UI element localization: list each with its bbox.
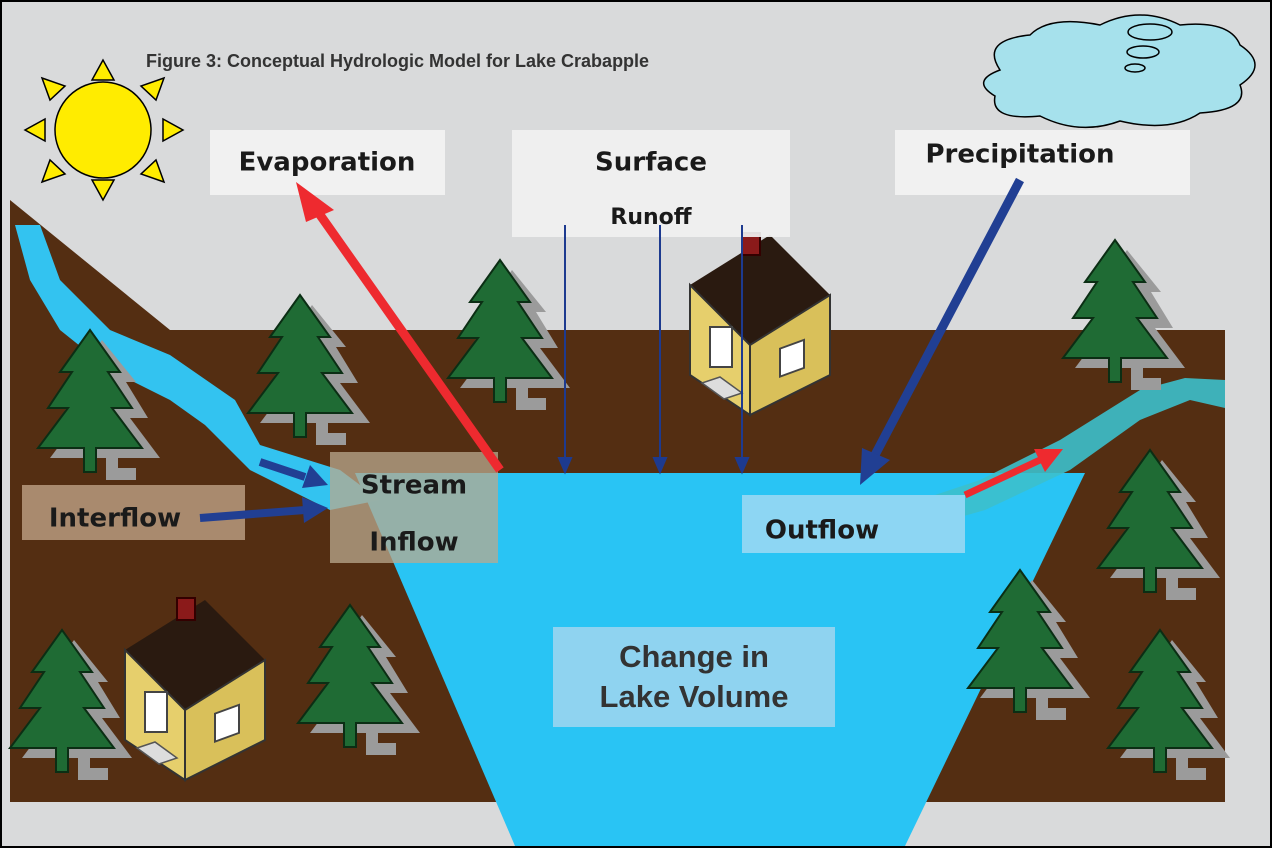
outflow-stream bbox=[920, 378, 1225, 520]
label-box bbox=[553, 627, 835, 727]
interflow-label: Interflow bbox=[49, 504, 181, 534]
label-box bbox=[512, 130, 790, 237]
lake-volume-label: Change in bbox=[619, 639, 769, 674]
label-box bbox=[895, 130, 1190, 195]
stream-inflow-label: Inflow bbox=[369, 528, 458, 558]
sun bbox=[23, 58, 185, 202]
arrows bbox=[199, 177, 1063, 523]
outflow-label: Outflow bbox=[765, 516, 879, 546]
stream-inflow-label: Stream bbox=[361, 471, 467, 501]
evaporation-label: Evaporation bbox=[239, 148, 416, 178]
surface-runoff-label: Surface bbox=[595, 148, 707, 178]
cloud bbox=[983, 14, 1256, 129]
label-box bbox=[210, 130, 445, 195]
label-box bbox=[742, 495, 965, 553]
figure-title: Figure 3: Conceptual Hydrologic Model fo… bbox=[146, 51, 649, 71]
label-box bbox=[22, 485, 245, 540]
surface-runoff-label: Runoff bbox=[610, 205, 692, 230]
precipitation-label: Precipitation bbox=[925, 140, 1114, 170]
label-box bbox=[330, 452, 498, 563]
lake-volume-label: Lake Volume bbox=[600, 679, 789, 714]
